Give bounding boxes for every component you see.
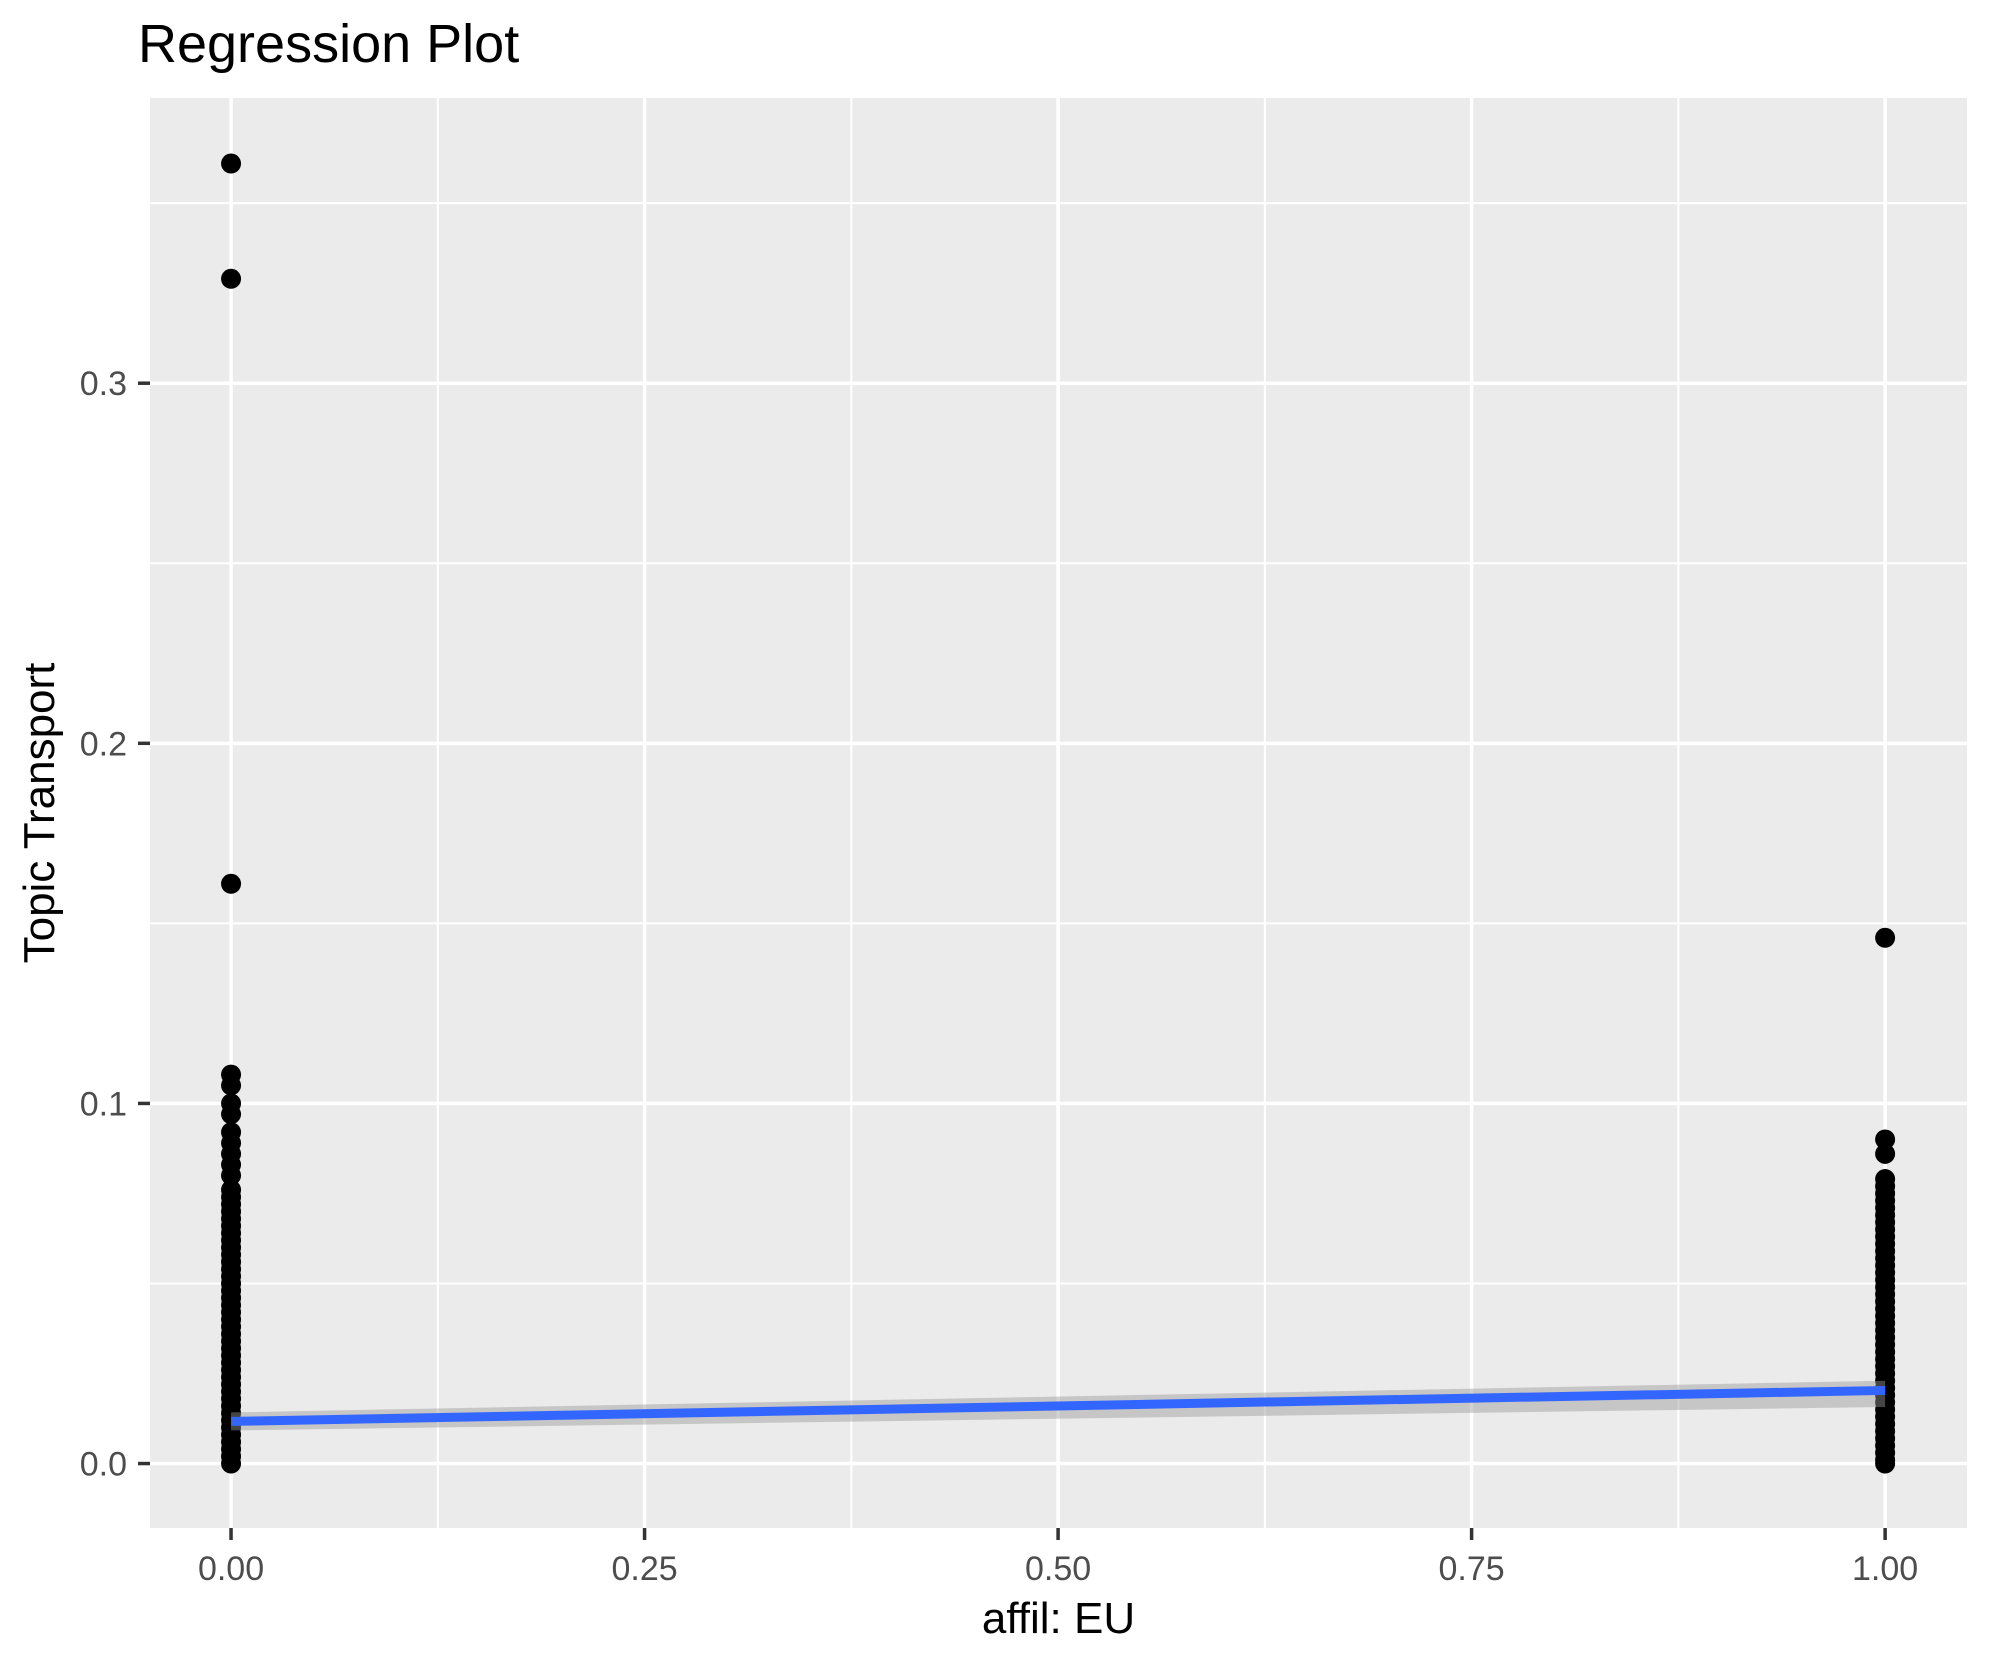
data-point xyxy=(1875,1129,1896,1150)
x-axis-title: affil: EU xyxy=(981,1594,1136,1643)
regression-line xyxy=(230,1385,1886,1426)
data-point xyxy=(221,1165,242,1186)
x-tick-label: 0.00 xyxy=(198,1550,264,1588)
data-point xyxy=(221,873,242,894)
x-tick-label: 0.50 xyxy=(1025,1550,1091,1588)
x-tick-label: 1.00 xyxy=(1852,1550,1918,1588)
x-tick-label: 0.75 xyxy=(1439,1550,1505,1588)
data-point xyxy=(1875,1453,1896,1474)
y-tick-label: 0.1 xyxy=(80,1085,127,1123)
data-point xyxy=(221,1453,242,1474)
y-tick-label: 0.3 xyxy=(80,365,127,403)
data-point xyxy=(1875,927,1896,948)
data-point xyxy=(221,153,242,174)
x-tick-label: 0.25 xyxy=(611,1550,677,1588)
y-tick-label: 0.2 xyxy=(80,725,127,763)
data-point xyxy=(221,1104,242,1125)
data-point xyxy=(1875,1143,1896,1164)
plot-title: Regression Plot xyxy=(138,14,520,74)
y-tick-label: 0.0 xyxy=(80,1446,127,1484)
data-point xyxy=(221,268,242,289)
data-point xyxy=(221,1075,242,1096)
